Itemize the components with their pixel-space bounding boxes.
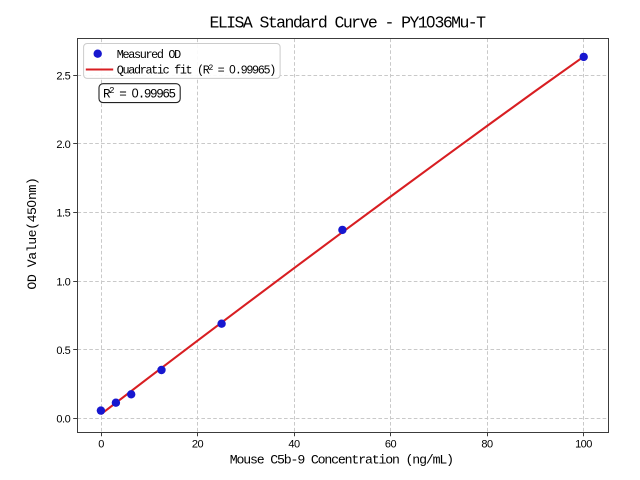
svg-text:2.5: 2.5 [56,70,70,82]
svg-text:1.5: 1.5 [56,208,70,220]
svg-text:1.0: 1.0 [56,276,70,288]
svg-text:R2 = 0.99965: R2 = 0.99965 [103,86,176,102]
svg-text:80: 80 [481,439,493,451]
svg-text:Quadratic fit (R2 = 0.99965): Quadratic fit (R2 = 0.99965) [117,63,275,78]
svg-text:60: 60 [385,439,397,451]
svg-text:0.5: 0.5 [56,345,70,357]
svg-text:0: 0 [98,439,104,451]
svg-text:100: 100 [575,439,592,451]
svg-text:2.0: 2.0 [56,139,70,151]
svg-text:Measured OD: Measured OD [117,48,181,62]
svg-text:40: 40 [288,439,300,451]
svg-text:20: 20 [192,439,204,451]
svg-text:ELISA Standard Curve - PY1036M: ELISA Standard Curve - PY1036Mu-T [210,14,487,33]
svg-text:Mouse C5b-9 Concentration (ng/: Mouse C5b-9 Concentration (ng/mL) [230,453,453,468]
svg-text:OD Value(450nm): OD Value(450nm) [24,178,40,290]
svg-text:0.0: 0.0 [56,414,70,426]
